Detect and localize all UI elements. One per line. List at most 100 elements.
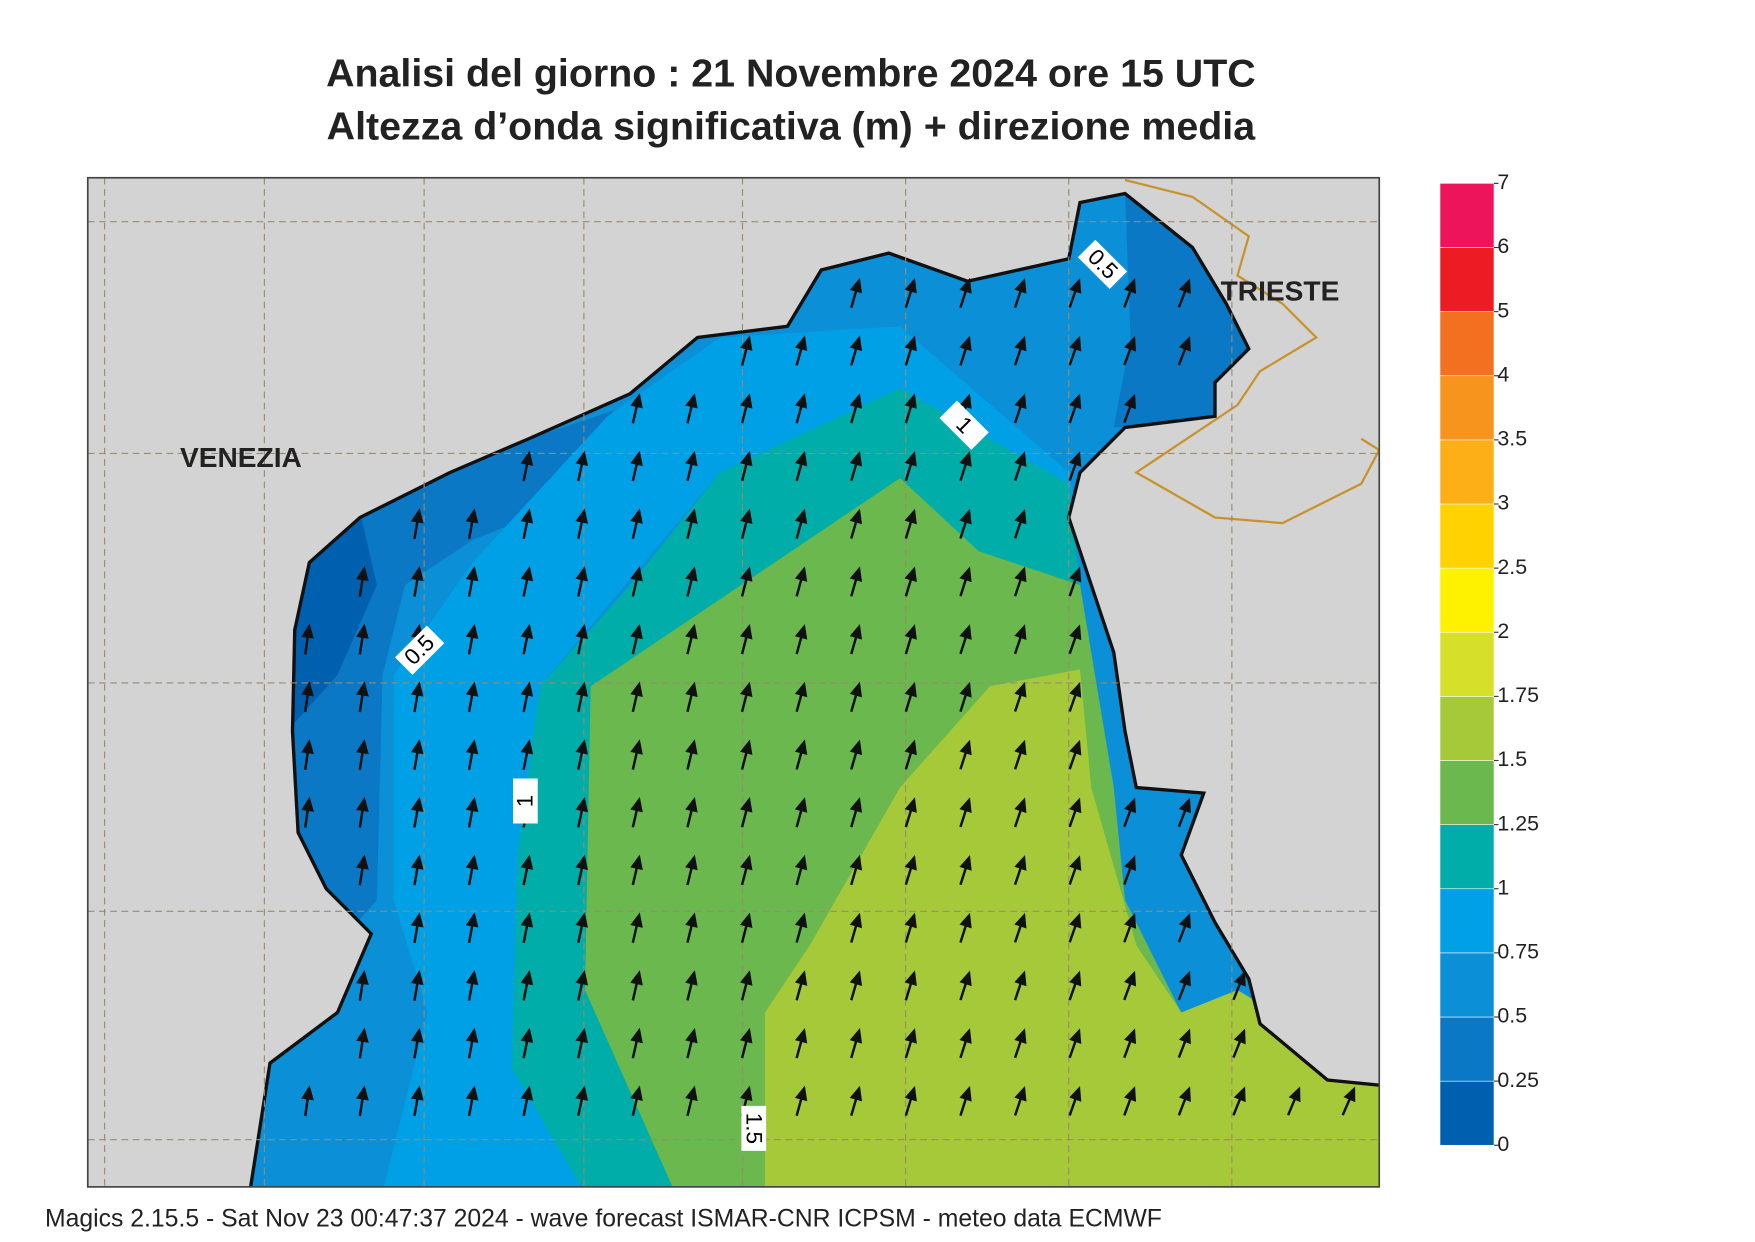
arrow xyxy=(794,739,808,770)
city-label: VENEZIA xyxy=(180,442,302,473)
arrow xyxy=(410,1085,424,1117)
arrow xyxy=(1068,566,1082,597)
arrow xyxy=(575,854,589,886)
arrow xyxy=(794,566,808,597)
arrow xyxy=(575,970,589,1001)
arrow xyxy=(301,796,314,828)
arrow xyxy=(685,912,698,943)
arrow xyxy=(849,797,863,828)
contour-value: 1 xyxy=(512,795,537,808)
arrow xyxy=(1123,278,1137,308)
arrow xyxy=(1068,970,1082,1001)
arrow xyxy=(410,681,424,713)
arrow xyxy=(410,508,424,540)
arrow xyxy=(904,508,917,539)
contour-label: 0.5 xyxy=(394,625,445,675)
coastline xyxy=(248,191,1380,1187)
level-label: 7 xyxy=(1497,170,1509,194)
arrow xyxy=(1013,335,1027,366)
arrow xyxy=(904,1028,917,1059)
arrow xyxy=(1177,1028,1191,1059)
arrow xyxy=(740,1027,753,1059)
level-label: 0.25 xyxy=(1497,1068,1539,1092)
arrow xyxy=(1013,912,1027,943)
arrow xyxy=(575,623,589,655)
level-label: 0.75 xyxy=(1497,940,1539,964)
arrow xyxy=(520,1085,534,1117)
arrow xyxy=(685,566,698,597)
arrow xyxy=(904,970,917,1001)
contour-label: 1 xyxy=(939,400,989,450)
arrow xyxy=(849,624,863,655)
color-band xyxy=(1439,439,1495,505)
arrow xyxy=(465,1085,479,1117)
arrow xyxy=(1013,624,1027,655)
contour-value: 1.5 xyxy=(742,1113,767,1144)
color-band xyxy=(1439,375,1495,441)
colorbar: 0 0.25 0.5 0.75 1 1.25 1.5 1.75 2 2.5 3 3.5 4 5 6 7 xyxy=(1439,170,1539,1156)
map-frame xyxy=(86,176,1381,1188)
level-label: 6 xyxy=(1497,234,1509,258)
arrow xyxy=(794,854,808,886)
arrow xyxy=(740,508,753,539)
arrow xyxy=(301,738,314,770)
arrow xyxy=(575,912,589,944)
border xyxy=(1124,178,1380,525)
arrow xyxy=(794,912,808,943)
arrow xyxy=(794,450,808,482)
arrow xyxy=(575,1085,589,1117)
arrow xyxy=(1123,855,1137,885)
arrow xyxy=(794,1027,808,1059)
title: Analisi del giorno : 21 Novembre 2024 or… xyxy=(326,52,1256,96)
arrow xyxy=(630,450,643,482)
arrow xyxy=(1013,1028,1027,1059)
arrow xyxy=(356,1085,369,1117)
arrow xyxy=(685,393,698,424)
arrow xyxy=(1123,797,1137,828)
arrow xyxy=(1068,797,1082,828)
arrow xyxy=(794,970,808,1001)
contour-label: 0.5 xyxy=(1077,239,1128,290)
arrow xyxy=(1013,566,1027,597)
arrow xyxy=(959,566,972,597)
arrow xyxy=(410,969,424,1001)
label-bg xyxy=(741,1105,767,1151)
arrow xyxy=(356,681,369,713)
arrow xyxy=(520,912,534,944)
level-label: 3 xyxy=(1497,491,1509,515)
arrow xyxy=(356,969,369,1001)
arrow xyxy=(575,566,589,597)
arrow xyxy=(1177,1086,1191,1116)
arrow xyxy=(849,1028,863,1059)
arrow xyxy=(959,335,972,366)
arrow xyxy=(520,739,534,770)
arrow xyxy=(740,912,753,943)
arrow xyxy=(630,1027,643,1059)
subtitle: Altezza d’onda significativa (m) + direz… xyxy=(327,105,1257,149)
arrow xyxy=(959,277,972,308)
arrow xyxy=(904,854,917,886)
arrow xyxy=(959,624,972,655)
arrow xyxy=(1177,278,1191,308)
level-label: 1 xyxy=(1497,875,1509,899)
arrow xyxy=(301,623,314,655)
arrow xyxy=(356,623,369,655)
level-label: 0.5 xyxy=(1497,1004,1527,1028)
map: 0.5 1 0.5 1 1.5 VENEZIA TRIESTE xyxy=(87,177,1380,1187)
arrow xyxy=(740,393,753,424)
arrow xyxy=(520,565,534,597)
arrow xyxy=(1013,739,1027,770)
color-band xyxy=(1439,183,1495,248)
arrow xyxy=(794,681,808,713)
arrow xyxy=(630,796,643,828)
city-label: TRIESTE xyxy=(1221,275,1340,306)
arrow xyxy=(849,393,863,424)
arrow xyxy=(410,565,424,597)
arrow xyxy=(1013,855,1027,886)
arrow xyxy=(904,681,917,713)
arrow xyxy=(849,970,863,1001)
arrow xyxy=(410,796,424,828)
arrow xyxy=(410,739,424,770)
arrow xyxy=(959,681,972,712)
arrow xyxy=(575,681,589,713)
